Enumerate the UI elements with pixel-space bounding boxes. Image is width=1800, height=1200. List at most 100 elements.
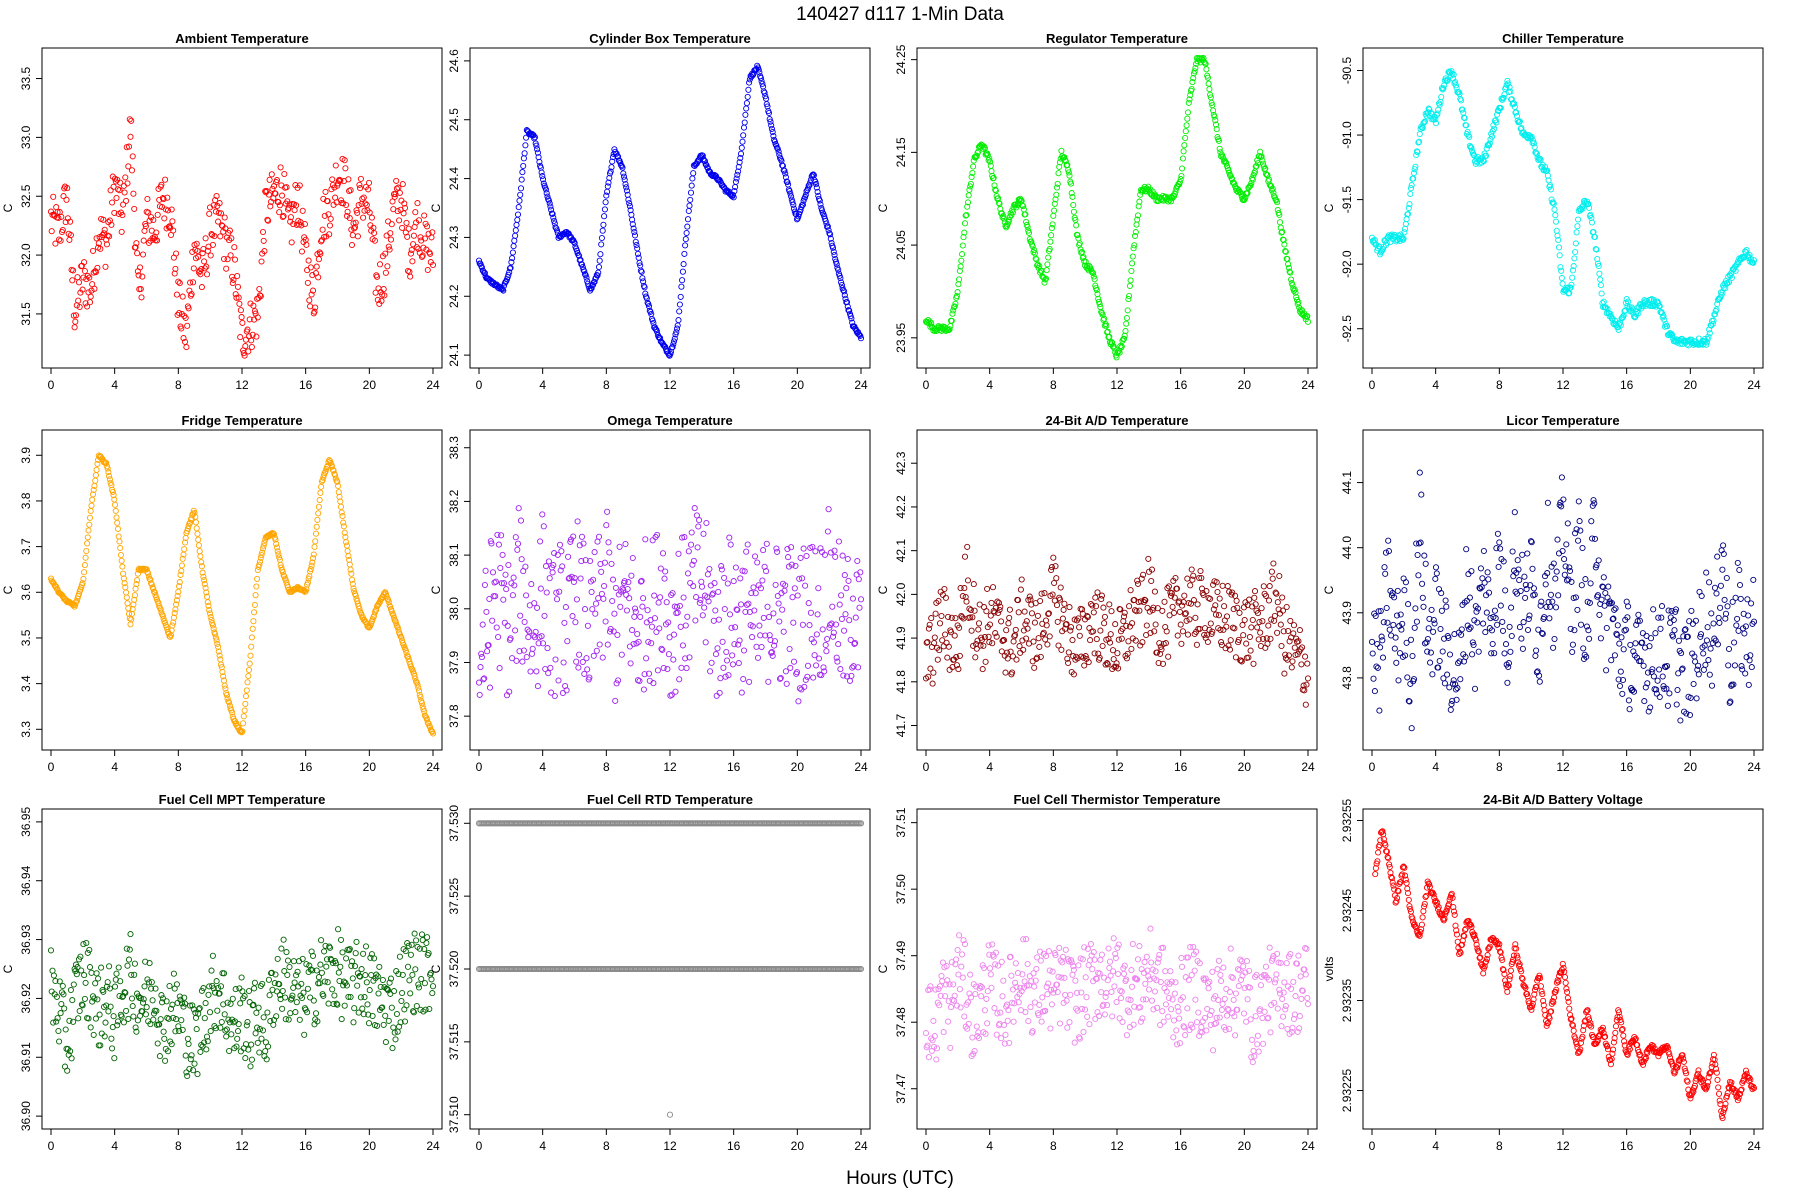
data-point [1193, 641, 1200, 648]
data-point [1492, 615, 1499, 622]
data-point [750, 584, 757, 591]
data-point [117, 978, 124, 985]
data-point [208, 967, 215, 974]
data-point [193, 240, 200, 247]
data-point [376, 963, 383, 970]
data-point [249, 331, 256, 338]
data-point [1223, 613, 1231, 620]
data-point [784, 179, 791, 186]
data-point [841, 288, 848, 295]
data-point [106, 963, 113, 970]
data-point [704, 571, 711, 578]
data-point [959, 251, 966, 258]
data-point [548, 206, 555, 213]
data-point [1301, 687, 1308, 694]
data-point [848, 315, 855, 322]
data-point [394, 208, 401, 215]
data-point [1119, 625, 1126, 632]
data-point [1048, 225, 1055, 232]
data-point [857, 335, 865, 342]
data-point [1721, 596, 1728, 603]
data-point [1482, 629, 1489, 636]
data-point [1278, 229, 1285, 236]
data-point [106, 476, 113, 483]
data-point [1041, 590, 1048, 597]
data-point [506, 265, 513, 272]
data-point [220, 255, 228, 263]
data-point [1115, 636, 1122, 643]
data-point [708, 659, 715, 666]
data-point [1659, 673, 1666, 680]
data-point [1006, 606, 1013, 613]
data-point [184, 1035, 191, 1042]
data-point [290, 221, 297, 228]
data-point [300, 989, 307, 996]
data-point [1194, 601, 1201, 608]
data-point [59, 226, 66, 234]
data-point [1090, 628, 1097, 635]
data-point [1123, 622, 1130, 629]
data-point [1708, 610, 1715, 617]
data-point [352, 219, 359, 226]
data-point [1444, 671, 1451, 678]
data-point [949, 310, 956, 317]
data-point [280, 936, 287, 943]
data-point [765, 613, 773, 621]
data-point [1203, 66, 1210, 73]
data-point [561, 619, 568, 626]
data-point [1269, 575, 1276, 582]
x-tick-label: 20 [1684, 378, 1698, 392]
data-point [401, 204, 409, 212]
data-point [1006, 213, 1013, 220]
data-point [492, 593, 499, 600]
data-point [235, 1021, 242, 1028]
data-point [244, 679, 251, 686]
data-point [493, 624, 500, 631]
data-point [584, 666, 591, 673]
data-point [270, 531, 278, 538]
data-point [399, 971, 406, 978]
data-point [419, 252, 426, 259]
data-point [390, 614, 398, 621]
data-point [1268, 568, 1275, 575]
data-point [668, 591, 675, 599]
data-point [1421, 640, 1429, 647]
data-point [374, 973, 381, 980]
data-point [274, 955, 281, 962]
data-point [522, 142, 529, 149]
data-point [310, 551, 317, 558]
data-point [925, 673, 932, 680]
data-point [1031, 619, 1038, 626]
data-point [760, 614, 767, 621]
data-point [1488, 650, 1495, 657]
data-point [116, 538, 123, 545]
data-point [396, 189, 403, 196]
data-point [730, 578, 737, 585]
data-point [687, 189, 695, 196]
data-point [512, 534, 519, 541]
data-point [1243, 190, 1250, 197]
data-point [287, 996, 294, 1003]
data-point [422, 1006, 429, 1013]
data-point [245, 672, 252, 680]
data-point [1528, 539, 1535, 546]
data-point [159, 612, 166, 619]
data-point [98, 1030, 105, 1037]
data-point [1706, 671, 1713, 678]
data-point [257, 293, 264, 300]
data-point [317, 250, 324, 257]
data-point [1163, 628, 1170, 635]
data-point [1128, 267, 1135, 275]
data-point [173, 597, 180, 604]
data-point [377, 983, 384, 990]
data-point [1750, 618, 1758, 625]
data-point [251, 979, 258, 986]
data-point [1422, 560, 1429, 567]
data-point [516, 648, 523, 655]
data-point [729, 661, 736, 668]
data-point [1736, 566, 1743, 574]
data-point [639, 275, 646, 282]
data-point [1471, 685, 1479, 692]
data-point [1207, 91, 1214, 98]
data-point [1739, 666, 1746, 673]
